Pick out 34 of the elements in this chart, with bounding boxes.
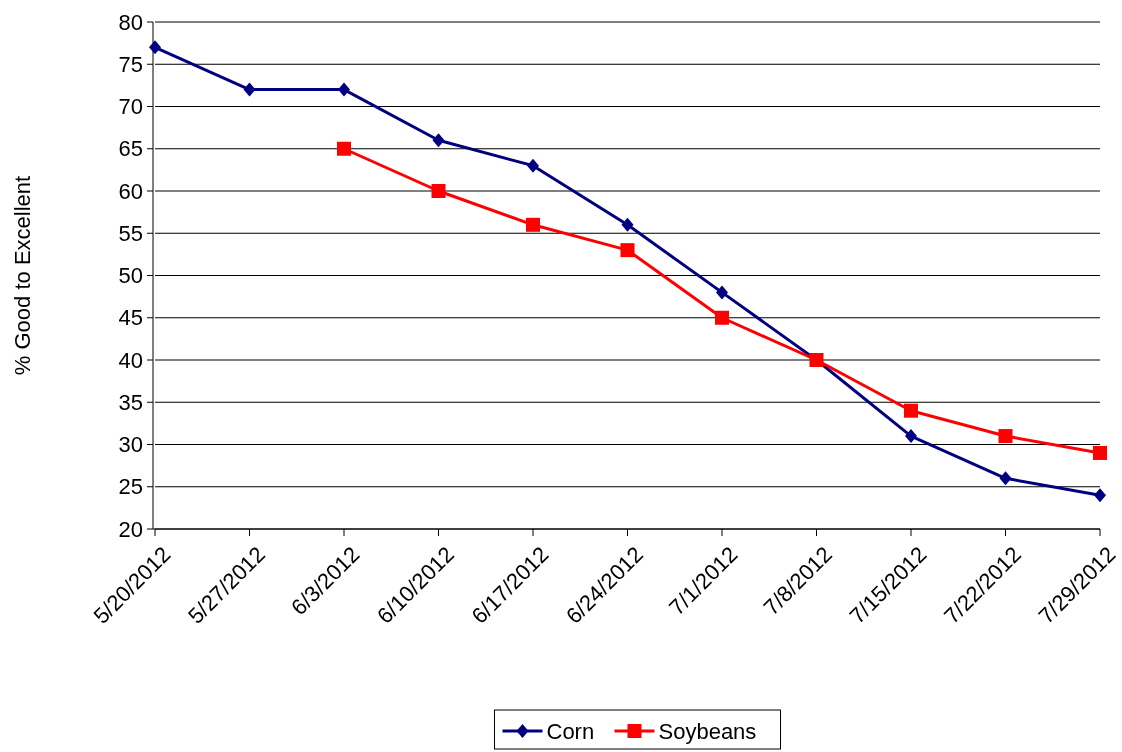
y-tick-label: 80	[118, 9, 143, 35]
point	[1093, 445, 1107, 460]
point	[904, 403, 918, 418]
point	[715, 310, 729, 325]
point	[527, 158, 539, 173]
legend-label: Soybeans	[658, 718, 757, 744]
point	[620, 243, 635, 258]
y-tick-label: 25	[118, 474, 143, 500]
point	[905, 429, 917, 444]
y-tick-label: 55	[118, 220, 143, 246]
legend-label: Corn	[546, 718, 595, 744]
point	[431, 184, 446, 198]
y-tick-label: 50	[118, 263, 143, 289]
point	[1094, 488, 1106, 503]
y-tick-label: 75	[118, 51, 143, 77]
point	[338, 82, 350, 97]
y-tick-label: 65	[118, 136, 143, 162]
y-tick-label: 35	[118, 389, 143, 415]
y-tick-label: 60	[118, 178, 143, 204]
point	[621, 217, 634, 232]
point	[243, 82, 256, 97]
y-axis-title: % Good to Excellent	[10, 175, 35, 376]
point	[432, 133, 445, 148]
y-tick-label: 45	[118, 305, 143, 331]
point	[999, 471, 1012, 486]
point	[998, 429, 1013, 444]
y-tick-label: 40	[118, 347, 143, 373]
point	[337, 141, 351, 156]
y-tick-label: 20	[118, 516, 143, 542]
point	[526, 217, 540, 232]
point	[716, 285, 728, 300]
y-tick-label: 30	[118, 432, 143, 458]
point	[149, 40, 161, 55]
y-tick-label: 70	[118, 94, 143, 120]
